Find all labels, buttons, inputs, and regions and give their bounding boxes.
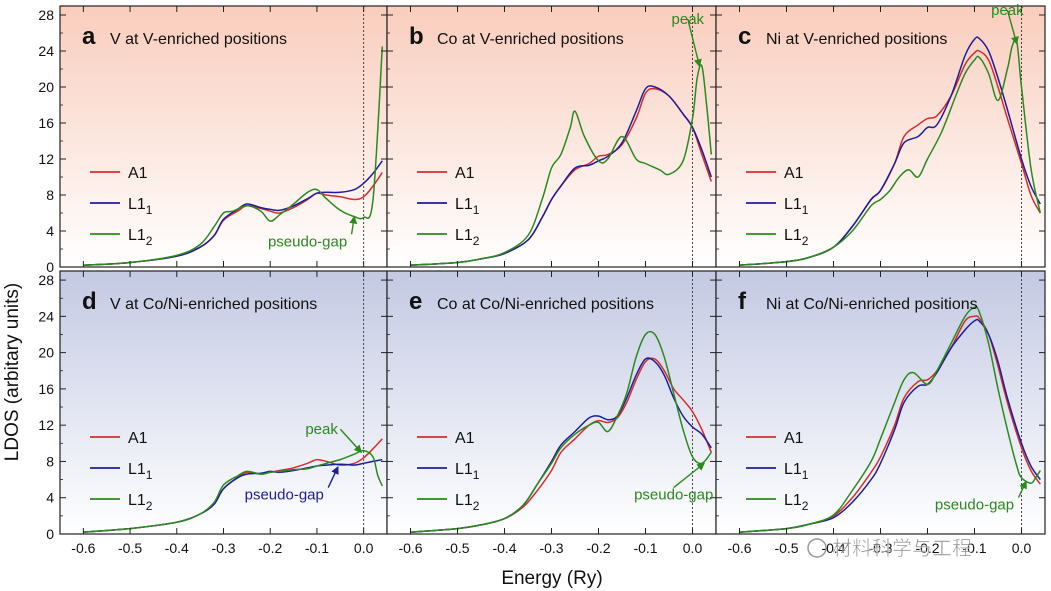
x-tick-label: -0.1 [962, 540, 986, 556]
x-axis-label: Energy (Ry) [501, 568, 602, 589]
legend-label: A1 [784, 165, 804, 182]
legend-label: A1 [455, 430, 475, 447]
x-tick-label: -0.2 [586, 540, 610, 556]
x-tick-label: -0.6 [71, 540, 95, 556]
x-tick-label: -0.3 [868, 540, 892, 556]
x-tick-label: -0.5 [774, 540, 798, 556]
annotation-arrow [1006, 9, 1019, 45]
x-tick-label: -0.3 [539, 540, 563, 556]
annotation-pseudogap: pseudo-gap [634, 487, 713, 504]
annotation-pseudogap: pseudo-gap [268, 233, 347, 250]
watermark-text: 材料科学与工程 [832, 537, 972, 560]
annotation-arrow [673, 462, 706, 489]
legend-label: A1 [455, 165, 475, 182]
y-tick-label: 12 [38, 151, 54, 167]
x-tick-label: -0.4 [492, 540, 516, 556]
x-tick-label: -0.5 [445, 540, 469, 556]
y-tick-label: 16 [38, 115, 54, 131]
panels-layer: 0 4 8 12 16 20 24 28 a V at V-enriched positions A… [38, 2, 1046, 556]
x-tick-label: 0.0 [683, 540, 703, 556]
series-line-a1 [410, 357, 712, 533]
panel-frame [715, 5, 1046, 268]
x-tick-label: -0.2 [258, 540, 282, 556]
y-tick-label: 8 [46, 187, 54, 203]
x-tick-label: -0.2 [915, 540, 939, 556]
y-tick-label: 8 [46, 453, 54, 469]
panel-background [387, 271, 716, 534]
panel-background [387, 6, 716, 267]
panel-background [60, 271, 387, 534]
panel-a: 0 4 8 12 16 20 24 28 a V at V-enriched positions A… [38, 5, 388, 275]
x-tick-label: 0.0 [354, 540, 374, 556]
y-tick-label: 24 [38, 308, 54, 324]
y-tick-label: 24 [38, 43, 54, 59]
annotation-arrow [1017, 480, 1027, 498]
y-tick-label: 4 [46, 490, 54, 506]
panel-f: -0.6 -0.5 -0.4 -0.3 -0.2 -0.1 0.0 f Ni at Co/Ni-… [715, 270, 1046, 556]
x-tick-label: -0.1 [305, 540, 329, 556]
panel-letter: b [409, 23, 424, 50]
watermark: 材料科学与工程 [807, 537, 972, 560]
series-line-l12 [410, 330, 712, 533]
x-tick-label: -0.4 [165, 540, 189, 556]
panel-frame [715, 270, 1046, 535]
panel-title: Ni at V-enriched positions [766, 31, 947, 48]
panel-letter: c [738, 23, 751, 50]
x-tick-label: -0.6 [727, 540, 751, 556]
annotation-arrow [349, 215, 358, 235]
y-axis-label: LDOS (arbitary units) [2, 283, 23, 461]
legend-label: A1 [128, 430, 148, 447]
series-line-l12 [739, 306, 1041, 533]
panel-title: Co at Co/Ni-enriched positions [437, 296, 654, 313]
y-tick-label: 4 [46, 223, 54, 239]
series-line-a1 [739, 315, 1041, 533]
panel-background [716, 6, 1045, 267]
annotation-peak: peak [305, 421, 338, 438]
panel-letter: d [82, 288, 97, 315]
annotation-arrow [339, 428, 362, 454]
wechat-icon [807, 538, 827, 558]
y-tick-label: 20 [38, 79, 54, 95]
y-tick-label: 28 [38, 272, 54, 288]
annotation-arrow [687, 18, 702, 68]
panel-letter: a [82, 23, 96, 50]
x-tick-label: -0.3 [211, 540, 235, 556]
x-tick-label: 0.0 [1012, 540, 1032, 556]
panel-title: Ni at Co/Ni-enriched positions [766, 296, 978, 313]
series-line-l11 [739, 36, 1041, 266]
panel-e: -0.6 -0.5 -0.4 -0.3 -0.2 -0.1 0.0 e Co at Co/Ni-… [386, 270, 717, 556]
panel-letter: f [738, 288, 747, 315]
panel-background [716, 271, 1045, 534]
series-line-l12 [410, 64, 713, 266]
legend-label: A1 [784, 430, 804, 447]
panel-background [60, 6, 387, 267]
y-tick-label: 12 [38, 417, 54, 433]
annotation-pseudogap: pseudo-gap [245, 487, 324, 504]
panel-title: V at V-enriched positions [110, 31, 287, 48]
series-line-l11 [83, 160, 383, 266]
series-line-l12 [739, 38, 1042, 266]
panel-title: Co at V-enriched positions [437, 31, 624, 48]
panel-letter: e [409, 288, 422, 315]
x-tick-label: -0.1 [633, 540, 657, 556]
legend-label: A1 [128, 165, 148, 182]
y-tick-label: 0 [46, 259, 54, 275]
y-tick-label: 28 [38, 7, 54, 23]
x-tick-label: -0.6 [398, 540, 422, 556]
x-tick-label: -0.4 [821, 540, 845, 556]
annotation-pseudogap: pseudo-gap [935, 497, 1014, 514]
annotation-arrow [327, 465, 339, 488]
y-tick-label: 16 [38, 381, 54, 397]
panel-d: -0.6 -0.5 -0.4 -0.3 -0.2 -0.1 0.0 0 4 8 12 16 20 24 28… [38, 270, 388, 556]
x-tick-label: -0.5 [118, 540, 142, 556]
panel-title: V at Co/Ni-enriched positions [110, 296, 317, 313]
y-tick-label: 20 [38, 345, 54, 361]
y-tick-label: 0 [46, 526, 54, 542]
